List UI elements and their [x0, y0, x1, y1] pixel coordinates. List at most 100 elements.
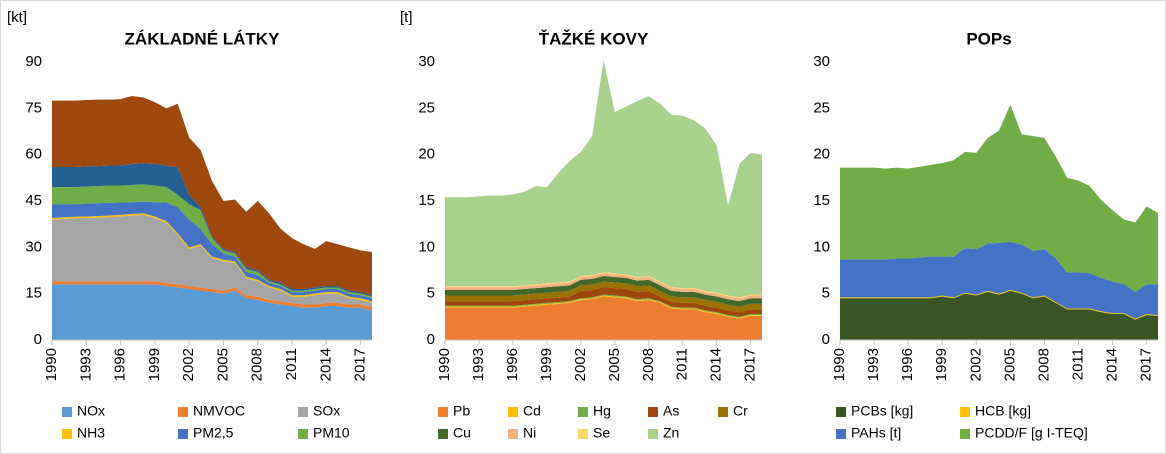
- legend-label: NMVOC: [193, 403, 245, 419]
- legend-label: NH3: [77, 425, 105, 441]
- legend-label: PM2,5: [193, 425, 234, 441]
- legend-swatch: [836, 429, 846, 439]
- x-tick-label: 2011: [283, 348, 300, 380]
- y-tick-label: 5: [427, 285, 435, 302]
- legend-label: PCBs [kg]: [851, 403, 913, 419]
- legend-swatch: [62, 429, 72, 439]
- x-tick-label: 1993: [865, 348, 882, 381]
- x-tick-label: 1999: [538, 348, 555, 381]
- area: [445, 276, 762, 307]
- y-tick-label: 30: [813, 53, 830, 70]
- y-tick-label: 0: [34, 331, 42, 348]
- legend-label: Pb: [453, 403, 470, 419]
- chart-title: POPs: [966, 29, 1011, 48]
- x-tick-label: 2005: [1001, 348, 1018, 381]
- y-tick-label: 15: [418, 192, 435, 209]
- y-tick-label: 25: [813, 99, 830, 116]
- legend-label: Ni: [523, 425, 536, 441]
- x-tick-label: 1996: [112, 348, 129, 381]
- x-tick-label: 2008: [1035, 348, 1052, 381]
- area: [52, 214, 372, 308]
- area: [840, 104, 1158, 292]
- x-tick-label: 2008: [249, 348, 266, 381]
- area: [52, 95, 372, 296]
- legend-swatch: [508, 407, 518, 417]
- x-tick-label: 1990: [43, 348, 60, 381]
- legend-label: PCDD/F [g I-TEQ]: [975, 425, 1088, 441]
- x-tick-label: 2002: [967, 348, 984, 381]
- x-tick-label: 2017: [1138, 348, 1155, 381]
- y-tick-label: 0: [822, 331, 830, 348]
- area: [445, 294, 762, 318]
- area: [840, 290, 1158, 340]
- area: [445, 287, 762, 317]
- legend-swatch: [648, 407, 658, 417]
- y-tick-label: 10: [418, 238, 435, 255]
- x-tick-label: 2011: [1069, 348, 1086, 380]
- x-tick-label: 2017: [352, 348, 369, 381]
- legend-swatch: [718, 407, 728, 417]
- area: [52, 184, 372, 299]
- x-tick-label: 2008: [640, 348, 657, 381]
- area: [52, 284, 372, 340]
- legend-label: HCB [kg]: [975, 403, 1031, 419]
- legend-swatch: [298, 429, 308, 439]
- y-tick-label: 25: [418, 99, 435, 116]
- x-tick-label: 1993: [77, 348, 94, 381]
- y-tick-label: 10: [813, 238, 830, 255]
- y-tick-label: 75: [25, 99, 42, 116]
- area: [445, 281, 762, 313]
- legend-label: Cu: [453, 425, 471, 441]
- area: [52, 281, 372, 311]
- x-tick-label: 2017: [742, 348, 759, 381]
- area: [52, 163, 372, 297]
- legend-swatch: [960, 407, 970, 417]
- area: [445, 60, 762, 298]
- chart-title: ZÁKLADNÉ LÁTKY: [125, 29, 281, 48]
- y-tick-label: 30: [418, 53, 435, 70]
- legend-label: Cr: [733, 403, 748, 419]
- legend-swatch: [508, 429, 518, 439]
- x-tick-label: 2002: [572, 348, 589, 381]
- legend-swatch: [578, 429, 588, 439]
- x-tick-label: 2002: [180, 348, 197, 381]
- x-tick-label: 1993: [470, 348, 487, 381]
- y-tick-label: 60: [25, 146, 42, 163]
- y-axis-label: [kt]: [7, 9, 27, 26]
- area: [52, 213, 372, 303]
- legend-label: Hg: [593, 403, 611, 419]
- x-tick-label: 2005: [214, 348, 231, 381]
- y-tick-label: 90: [25, 53, 42, 70]
- legend-swatch: [578, 407, 588, 417]
- legend-swatch: [62, 407, 72, 417]
- area: [52, 201, 372, 302]
- y-tick-label: 45: [25, 192, 42, 209]
- y-tick-label: 20: [418, 146, 435, 163]
- x-tick-label: 1990: [436, 348, 453, 381]
- x-tick-label: 2011: [674, 348, 691, 380]
- legend-swatch: [178, 407, 188, 417]
- area: [445, 296, 762, 340]
- x-tick-label: 2014: [317, 348, 334, 381]
- x-tick-label: 1999: [933, 348, 950, 381]
- legend-swatch: [178, 429, 188, 439]
- legend-label: Cd: [523, 403, 541, 419]
- legend-swatch: [836, 407, 846, 417]
- x-tick-label: 2005: [606, 348, 623, 381]
- x-tick-label: 2014: [708, 348, 725, 381]
- x-tick-label: 2014: [1104, 348, 1121, 381]
- y-tick-label: 15: [25, 285, 42, 302]
- y-axis-label: [t]: [400, 9, 413, 26]
- x-tick-label: 1996: [899, 348, 916, 381]
- legend-swatch: [960, 429, 970, 439]
- chart-title: ŤAŽKÉ KOVY: [539, 29, 649, 48]
- y-tick-label: 20: [813, 146, 830, 163]
- y-tick-label: 30: [25, 238, 42, 255]
- y-tick-label: 0: [427, 331, 435, 348]
- x-tick-label: 1990: [831, 348, 848, 381]
- y-tick-label: 5: [822, 285, 830, 302]
- legend-label: As: [663, 403, 679, 419]
- area: [840, 241, 1158, 319]
- legend-label: SOx: [313, 403, 340, 419]
